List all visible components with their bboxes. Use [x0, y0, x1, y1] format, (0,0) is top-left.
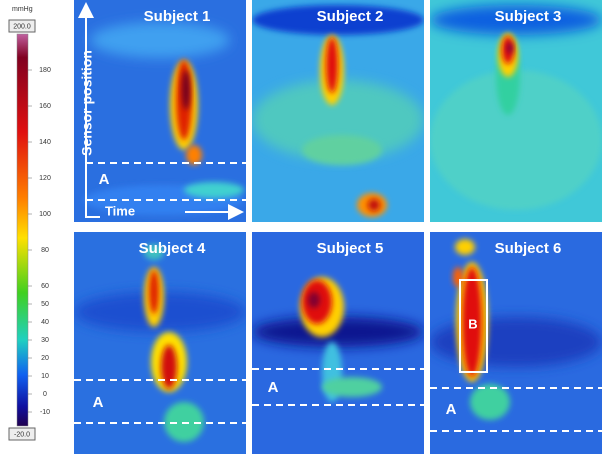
colorbar-tick-label: 20: [41, 355, 49, 362]
region-label: A: [93, 394, 104, 411]
colorbar-tick-label: 140: [39, 139, 51, 146]
heatmap-blob: [182, 70, 190, 110]
heatmap-blob: [326, 37, 338, 93]
colorbar-tick-label: 160: [39, 103, 51, 110]
box: [459, 279, 488, 373]
colorbar-tick-label: 10: [41, 373, 49, 380]
panel-title: Subject 2: [317, 8, 384, 25]
heatmap-panel: Subject 1 A: [74, 0, 246, 222]
heatmap: [430, 0, 602, 222]
sensor-label: Sensor position: [79, 50, 95, 156]
heatmap-blob: [470, 384, 510, 420]
heatmap-blob: [302, 135, 382, 165]
colorbar-min: -20.0: [14, 431, 30, 438]
colorbar-tick-label: 30: [41, 337, 49, 344]
colorbar-tick-label: 50: [41, 301, 49, 308]
heatmap-blob: [252, 5, 424, 35]
heatmap-blob: [507, 42, 513, 54]
heatmap-blob: [149, 270, 159, 314]
colorbar-max: 200.0: [13, 23, 31, 30]
heatmap-panel: Subject 5 A: [252, 232, 424, 454]
panel-title: Subject 5: [317, 240, 384, 257]
heatmap: [252, 232, 424, 454]
heatmap-blob: [186, 145, 202, 165]
min-box: [8, 427, 36, 441]
time-label: Time: [105, 203, 135, 218]
colorbar-tick-label: 60: [41, 283, 49, 290]
panel-title: Subject 4: [139, 240, 206, 257]
panel-title: Subject 3: [495, 8, 562, 25]
colorbar-tick-label: 180: [39, 67, 51, 74]
colorbar-tick-label: 80: [41, 247, 49, 254]
region-label: A: [268, 379, 279, 396]
colorbar-tick-label: 0: [43, 391, 47, 398]
box-label: B: [468, 316, 477, 331]
heatmap: [252, 0, 424, 222]
region-label: A: [99, 171, 110, 188]
heatmap-blob: [430, 317, 602, 367]
heatmap-blob: [430, 70, 602, 210]
heatmap-blob: [252, 317, 424, 347]
panel-title: Subject 6: [495, 240, 562, 257]
heatmap-blob: [184, 182, 244, 198]
heatmap-blob: [161, 345, 177, 389]
heatmap: [74, 232, 246, 454]
colorbar-tick-label: 120: [39, 175, 51, 182]
heatmap-blob: [430, 5, 602, 35]
colorbar-unit: mmHg: [12, 6, 33, 13]
heatmap: [430, 232, 602, 454]
heatmap-blob: [462, 267, 482, 377]
region-label: A: [446, 401, 457, 418]
heatmap-panel: Subject 2: [252, 0, 424, 222]
colorbar: [16, 33, 29, 427]
colorbar-tick-label: -10: [40, 409, 50, 416]
heatmap-blob: [308, 292, 320, 308]
heatmap: [74, 0, 246, 222]
colorbar-tick-label: 40: [41, 319, 49, 326]
heatmap-blob: [90, 22, 230, 58]
heatmap-panel: Subject 3: [430, 0, 602, 222]
colorbar-tick-label: 100: [39, 211, 51, 218]
heatmap-blob: [368, 199, 380, 211]
heatmap-panel: Subject 4 A: [74, 232, 246, 454]
heatmap-blob: [453, 267, 463, 287]
heatmap-blob: [252, 80, 424, 160]
heatmap-blob: [144, 244, 164, 260]
panel-title: Subject 1: [144, 8, 211, 25]
heatmap-blob: [455, 239, 475, 255]
heatmap-panel: Subject 6 A B: [430, 232, 602, 454]
max-box: [8, 19, 36, 33]
heatmap-blob: [322, 377, 382, 397]
